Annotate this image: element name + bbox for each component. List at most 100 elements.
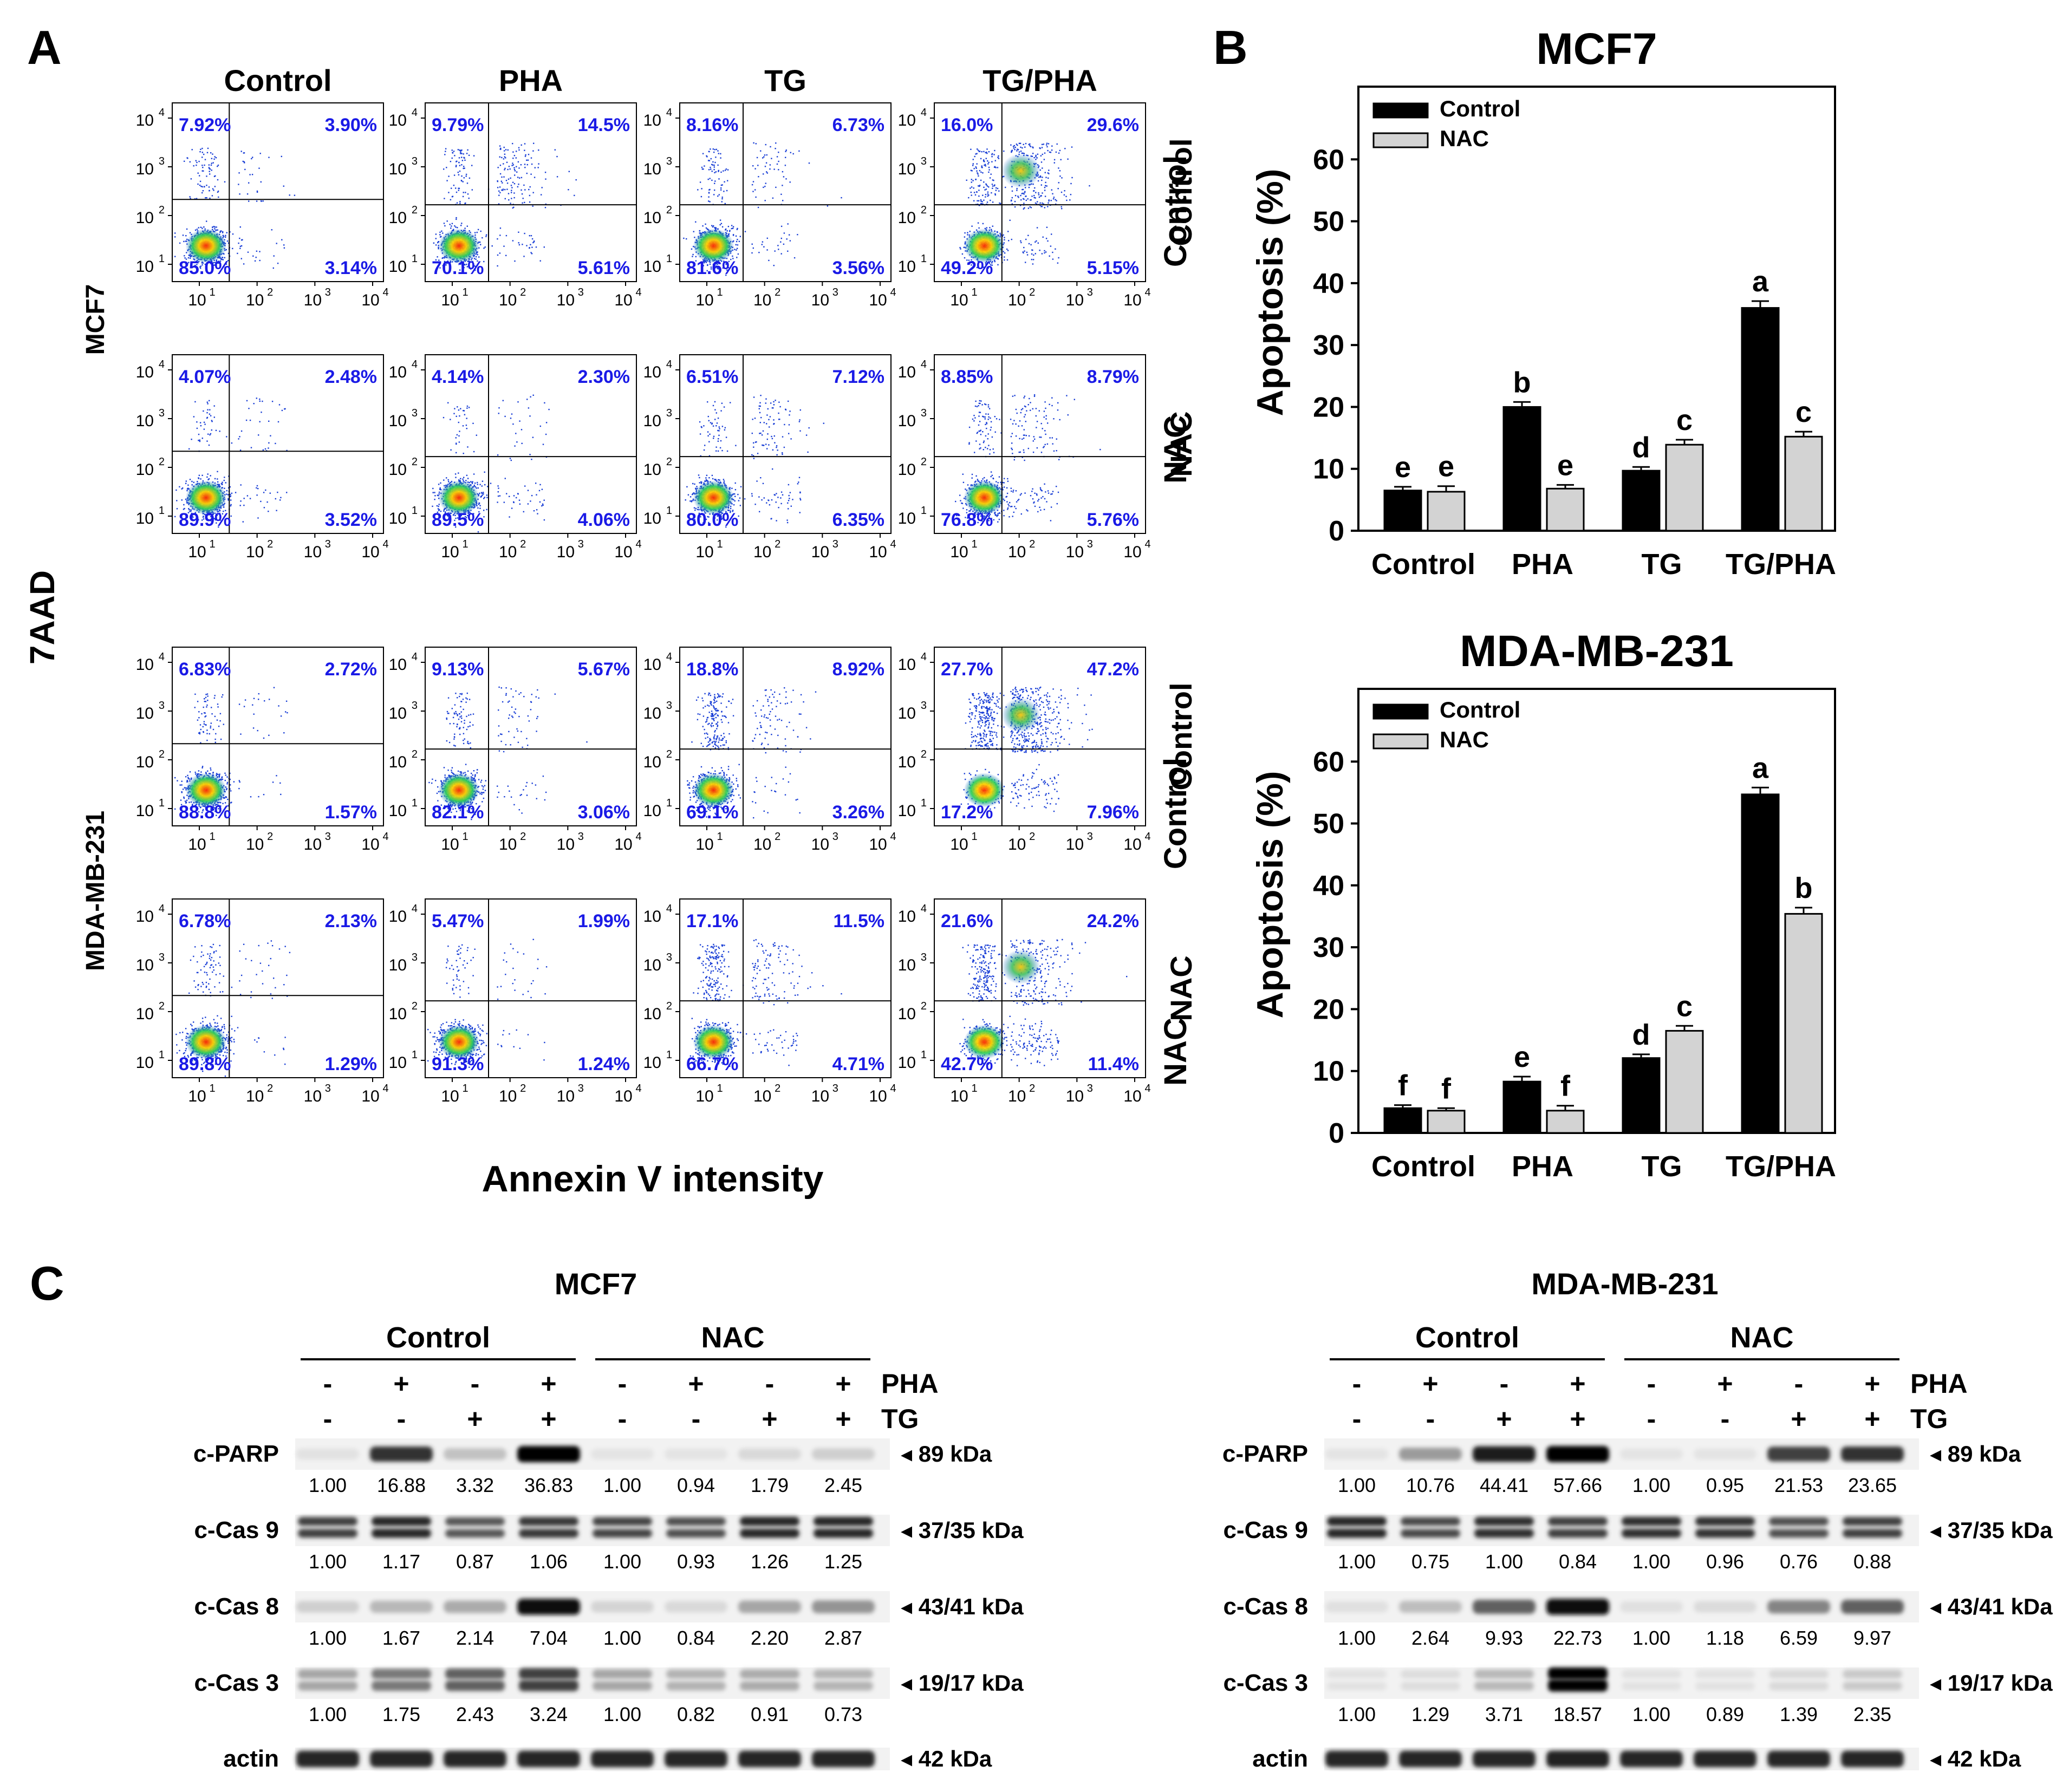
band bbox=[591, 1601, 654, 1613]
y-tick-exp: 4 bbox=[159, 903, 165, 915]
kda-marker: ◂ 19/17 kDa bbox=[901, 1670, 1024, 1696]
band bbox=[296, 1750, 359, 1768]
y-tick-label: 10 bbox=[389, 363, 407, 381]
band bbox=[1695, 1517, 1755, 1526]
quant-value: 1.25 bbox=[824, 1550, 862, 1573]
x-tick-exp: 1 bbox=[462, 538, 468, 550]
cell-cluster bbox=[438, 773, 480, 807]
band bbox=[1325, 1448, 1388, 1460]
y-tick-label: 20 bbox=[1313, 994, 1344, 1025]
x-tick-label: 10 bbox=[1066, 1087, 1084, 1105]
x-tick-exp: 4 bbox=[635, 538, 641, 550]
significance-letter: f bbox=[1560, 1070, 1571, 1103]
x-tick-label: 10 bbox=[1066, 291, 1084, 309]
y-tick-label: 10 bbox=[136, 258, 154, 276]
x-tick-exp: 1 bbox=[209, 286, 215, 298]
x-tick-exp: 3 bbox=[325, 286, 331, 298]
band bbox=[1769, 1517, 1829, 1526]
quant-value: 1.00 bbox=[309, 1550, 347, 1573]
x-tick-exp: 3 bbox=[832, 831, 838, 843]
bar bbox=[1741, 793, 1780, 1134]
band bbox=[591, 1750, 654, 1768]
band bbox=[593, 1529, 652, 1538]
band bbox=[593, 1669, 652, 1679]
row-group-mda: MDA-MB-231 bbox=[81, 811, 110, 971]
tg-sign: - bbox=[1352, 1404, 1362, 1434]
quant-value: 1.00 bbox=[603, 1550, 641, 1573]
y-tick-exp: 4 bbox=[412, 107, 418, 119]
quant-value: 2.64 bbox=[1411, 1627, 1449, 1649]
y-tick-label: 10 bbox=[898, 656, 916, 674]
quadrant-percent: 3.90% bbox=[325, 115, 377, 135]
quadrant-percent: 1.57% bbox=[325, 802, 377, 823]
y-tick-label: 10 bbox=[136, 412, 154, 430]
x-tick-label: 10 bbox=[1066, 836, 1084, 853]
x-tick-exp: 2 bbox=[520, 286, 526, 298]
kda-marker: ◂ 37/35 kDa bbox=[901, 1517, 1024, 1543]
y-tick-label: 10 bbox=[136, 1054, 154, 1072]
band bbox=[445, 1529, 505, 1538]
band bbox=[372, 1528, 431, 1538]
quadrant-percent: 76.8% bbox=[941, 510, 993, 530]
blot-group-label: NAC bbox=[1730, 1321, 1794, 1354]
quadrant-percent: 5.67% bbox=[578, 659, 630, 680]
y-tick-exp: 1 bbox=[412, 797, 418, 809]
band bbox=[1843, 1670, 1902, 1679]
tg-sign: + bbox=[541, 1404, 556, 1434]
quant-value: 2.14 bbox=[456, 1627, 494, 1649]
band bbox=[1474, 1681, 1534, 1691]
significance-letter: b bbox=[1513, 366, 1531, 399]
flow-plot: 8.85% 8.79%76.8% 5.76%10 110 210 310 410 1 10 2 10… bbox=[898, 354, 1151, 561]
band bbox=[1473, 1750, 1536, 1768]
y-tick-label: 10 bbox=[389, 209, 407, 227]
tg-sign: + bbox=[467, 1404, 483, 1434]
tg-label: TG bbox=[881, 1404, 919, 1434]
kda-marker: ◂ 37/35 kDa bbox=[1930, 1517, 2053, 1543]
y-tick-exp: 1 bbox=[666, 1049, 672, 1061]
y-tick-exp: 3 bbox=[412, 407, 418, 419]
bar bbox=[1383, 490, 1422, 532]
protein-label: c-Cas 3 bbox=[194, 1670, 279, 1696]
kda-marker: ◂ 89 kDa bbox=[901, 1441, 992, 1467]
legend-label: Control bbox=[1440, 96, 1520, 121]
quant-value: 0.75 bbox=[1411, 1550, 1449, 1573]
quadrant-percent: 69.1% bbox=[686, 802, 738, 823]
quant-value: 0.84 bbox=[677, 1627, 715, 1649]
quant-value: 0.84 bbox=[1559, 1550, 1597, 1573]
band bbox=[1546, 1446, 1609, 1462]
band bbox=[1622, 1682, 1681, 1691]
legend-swatch bbox=[1372, 132, 1429, 148]
tg-sign: + bbox=[835, 1404, 851, 1434]
quadrant-percent: 4.14% bbox=[432, 367, 484, 387]
quadrant-percent: 9.79% bbox=[432, 115, 484, 135]
cell-cluster bbox=[1001, 698, 1040, 733]
y-tick-exp: 4 bbox=[921, 107, 927, 119]
chart-side-label: NAC bbox=[1158, 1018, 1193, 1086]
condition-labels: Control PHA TG TG/PHA bbox=[224, 63, 1097, 97]
y-tick-exp: 3 bbox=[412, 155, 418, 167]
quant-value: 1.18 bbox=[1706, 1627, 1744, 1649]
cell-cluster bbox=[964, 480, 1005, 515]
cell-cluster bbox=[438, 1025, 480, 1059]
flow-plot: 17.1% 11.5%66.7% 4.71%10 110 210 310 410 1 10 2 10… bbox=[643, 898, 896, 1105]
quant-value: 0.73 bbox=[824, 1703, 862, 1725]
quant-value: 1.79 bbox=[751, 1474, 789, 1496]
y-tick-label: 10 bbox=[136, 753, 154, 771]
x-tick-exp: 2 bbox=[1029, 831, 1035, 843]
pha-sign: + bbox=[393, 1369, 409, 1399]
x-tick-exp: 1 bbox=[717, 286, 723, 298]
panel-c-label: C bbox=[30, 1256, 64, 1310]
x-tick-exp: 4 bbox=[890, 1083, 896, 1094]
significance-letter: c bbox=[1676, 990, 1693, 1022]
protein-label: actin bbox=[223, 1745, 279, 1772]
x-tick-exp: 1 bbox=[462, 286, 468, 298]
band bbox=[666, 1529, 726, 1538]
x-tick-exp: 1 bbox=[209, 538, 215, 550]
quant-value: 0.76 bbox=[1780, 1550, 1818, 1573]
significance-letter: c bbox=[1676, 404, 1693, 436]
quant-value: 10.76 bbox=[1406, 1474, 1455, 1496]
legend-swatch bbox=[1372, 703, 1429, 720]
category-label: TG/PHA bbox=[1726, 1150, 1836, 1183]
quant-value: 1.67 bbox=[382, 1627, 420, 1649]
y-tick-exp: 4 bbox=[666, 359, 672, 370]
